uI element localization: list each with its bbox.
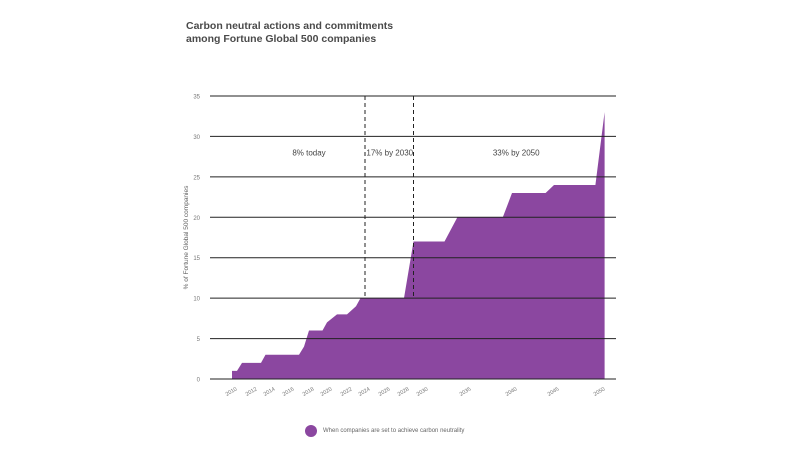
x-tick-label-2026: 2026 xyxy=(378,386,392,397)
x-tick-label-2010: 2010 xyxy=(225,386,239,397)
x-tick-label-2045: 2045 xyxy=(547,386,561,397)
y-tick-label-15: 15 xyxy=(193,256,200,262)
x-tick-label-2016: 2016 xyxy=(282,386,296,397)
y-tick-label-25: 25 xyxy=(193,175,200,181)
y-tick-label-0: 0 xyxy=(197,378,201,384)
annotation-1: 17% by 2030 xyxy=(366,149,413,158)
x-tick-label-2040: 2040 xyxy=(505,386,519,397)
chart-title: Carbon neutral actions and commitments a… xyxy=(186,20,393,46)
x-tick-label-2035: 2035 xyxy=(459,386,473,397)
y-tick-label-35: 35 xyxy=(193,95,200,101)
x-tick-label-2020: 2020 xyxy=(320,386,334,397)
x-tick-label-2018: 2018 xyxy=(302,386,316,397)
x-tick-label-2028: 2028 xyxy=(397,386,411,397)
x-tick-label-2030: 2030 xyxy=(416,386,430,397)
y-tick-label-10: 10 xyxy=(193,297,200,303)
x-tick-label-2014: 2014 xyxy=(263,386,277,397)
x-tick-label-2024: 2024 xyxy=(358,386,372,397)
chart-legend: When companies are set to achieve carbon… xyxy=(305,425,464,437)
legend-label: When companies are set to achieve carbon… xyxy=(323,428,465,434)
chart-title-line-2: among Fortune Global 500 companies xyxy=(186,33,377,45)
legend-swatch xyxy=(305,425,317,437)
area-series-0 xyxy=(232,112,605,380)
chart-title-line-1: Carbon neutral actions and commitments xyxy=(186,20,394,32)
y-tick-label-20: 20 xyxy=(193,216,200,222)
y-tick-label-30: 30 xyxy=(193,135,200,141)
y-axis-label: % of Fortune Global 500 companies xyxy=(183,185,190,289)
annotation-2: 33% by 2050 xyxy=(493,149,540,158)
x-tick-label-2012: 2012 xyxy=(245,386,259,397)
x-tick-label-2050: 2050 xyxy=(593,386,607,397)
x-tick-label-2022: 2022 xyxy=(340,386,354,397)
y-tick-label-5: 5 xyxy=(197,337,201,343)
annotation-0: 8% today xyxy=(292,149,325,158)
